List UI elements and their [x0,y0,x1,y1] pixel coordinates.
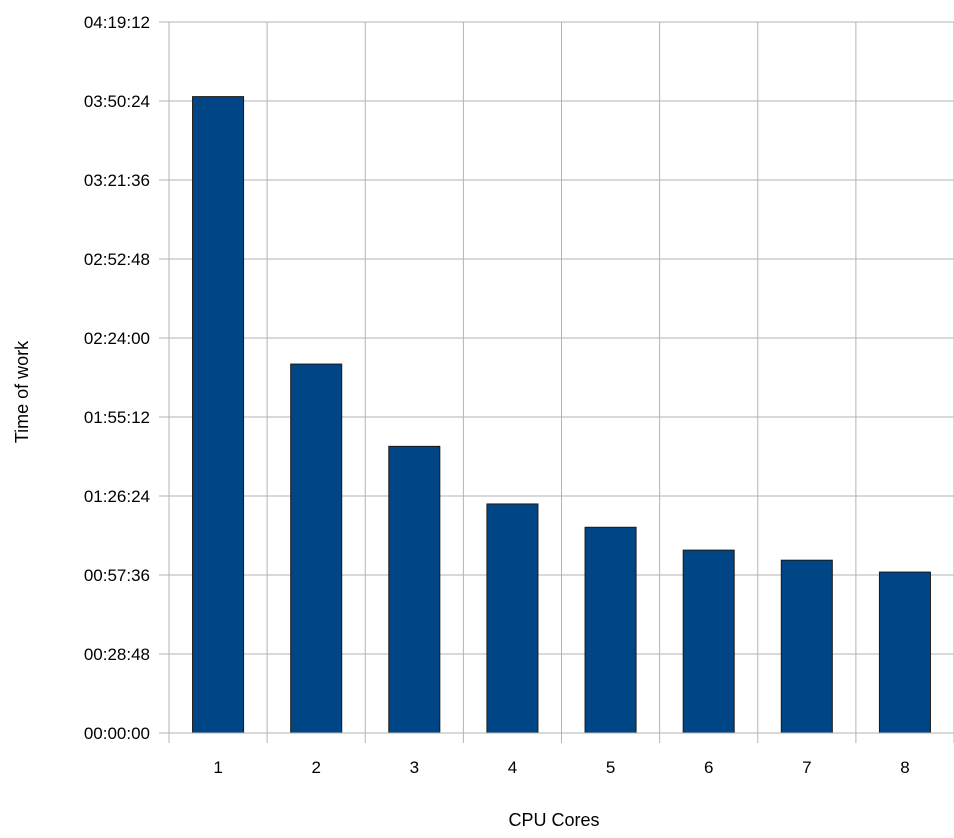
bar [780,559,833,734]
bar [878,571,931,734]
y-tick-label: 04:19:12 [84,13,150,32]
x-tick-label: 5 [606,758,615,777]
bar [192,96,245,734]
x-tick-label: 1 [213,758,222,777]
y-tick-label: 01:55:12 [84,408,150,427]
y-tick-label: 02:24:00 [84,329,150,348]
x-tick-label: 6 [704,758,713,777]
y-tick-label: 03:21:36 [84,171,150,190]
x-tick-labels: 1 2 3 4 5 6 7 8 [213,758,909,777]
x-tick-label: 8 [900,758,909,777]
y-tick-label: 00:28:48 [84,645,150,664]
y-tick-labels: 00:00:00 00:28:48 00:57:36 01:26:24 01:55:12… [84,13,150,743]
x-tick-label: 2 [311,758,320,777]
bar [388,445,441,734]
y-tick-label: 01:26:24 [84,487,150,506]
bars [192,96,931,734]
y-tick-label: 00:57:36 [84,566,150,585]
bar [682,549,735,734]
y-axis-label: Time of work [12,340,32,443]
x-tick-label: 3 [410,758,419,777]
y-tick-label: 03:50:24 [84,92,150,111]
bar [486,503,539,734]
y-tick-label: 02:52:48 [84,250,150,269]
x-axis-label: CPU Cores [508,810,599,830]
x-tick-label: 4 [508,758,517,777]
axes [168,22,954,734]
gridlines [159,21,954,743]
bar [290,363,343,734]
x-tick-label: 7 [802,758,811,777]
y-tick-label: 00:00:00 [84,724,150,743]
bar [584,526,637,734]
